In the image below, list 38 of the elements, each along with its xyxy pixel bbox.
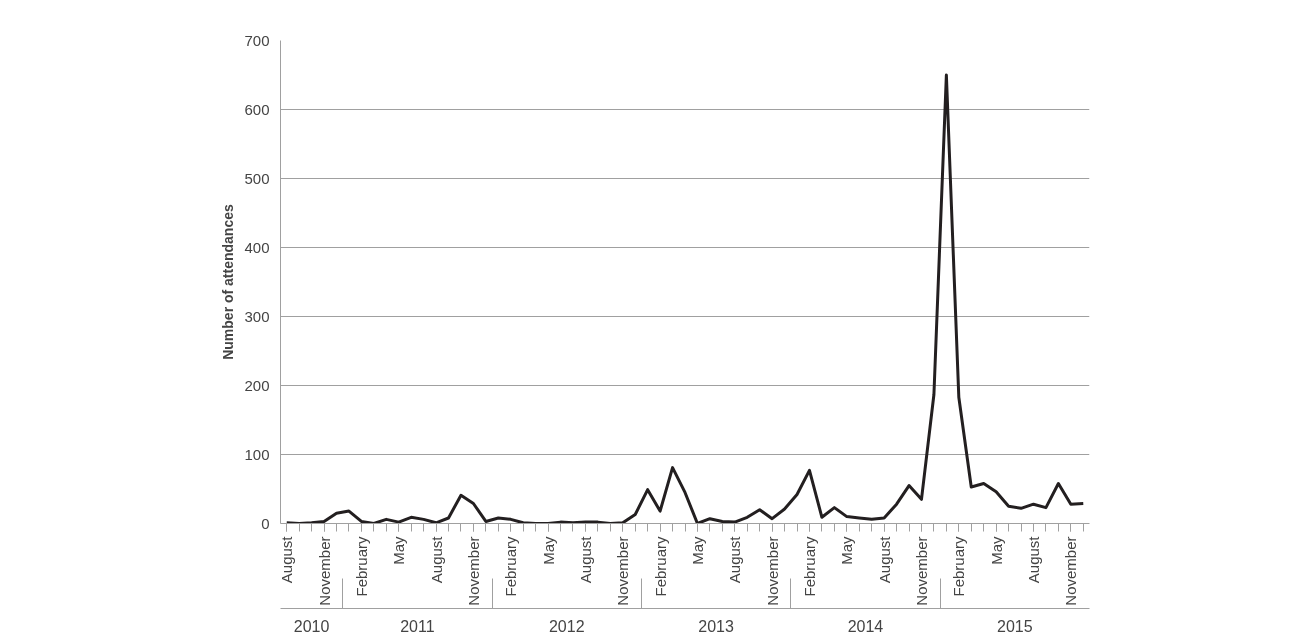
x-tick-label: November (464, 536, 482, 606)
text: 2013 (698, 617, 735, 634)
x-tick-label: August (278, 535, 296, 584)
x-tick-label: February (352, 536, 370, 597)
y-tick-label: 700 (244, 31, 270, 49)
x-tick-label: August (1024, 535, 1042, 584)
x-tick-label: August (576, 535, 594, 584)
text: 2011 (400, 617, 435, 634)
text: 2012 (548, 617, 585, 634)
text: 2010 (293, 617, 330, 634)
x-tick-label: November (1062, 536, 1080, 606)
x-tick-label: May (987, 536, 1005, 565)
text: 2014 (847, 617, 884, 634)
x-tick-label: November (614, 536, 632, 606)
x-tick-label: November (763, 536, 781, 606)
y-tick-label: 600 (244, 100, 270, 118)
x-tick-label: February (800, 536, 818, 597)
x-tick-label: August (875, 535, 893, 584)
x-tick-label: August (726, 535, 744, 584)
x-tick-label: November (315, 536, 333, 606)
x-tick-label: May (390, 536, 408, 565)
y-tick-label: 400 (244, 238, 270, 256)
x-tick-label: February (502, 536, 520, 597)
x-tick-label: February (651, 536, 669, 597)
y-tick-label: 200 (244, 376, 270, 394)
y-tick-label: 0 (261, 514, 270, 532)
y-tick-label: 500 (244, 169, 270, 187)
x-tick-label: February (950, 536, 968, 597)
y-tick-label: 100 (244, 445, 270, 463)
y-axis-title: Number of attendances (220, 203, 237, 360)
x-tick-label: November (912, 536, 930, 606)
text: 2015 (997, 617, 1033, 634)
y-tick-label: 300 (244, 307, 270, 325)
x-tick-label: May (838, 536, 856, 565)
line-series (285, 73, 1085, 524)
x-tick-label: May (539, 536, 557, 565)
x-tick-label: August (427, 535, 445, 584)
x-tick-label: May (688, 536, 706, 565)
